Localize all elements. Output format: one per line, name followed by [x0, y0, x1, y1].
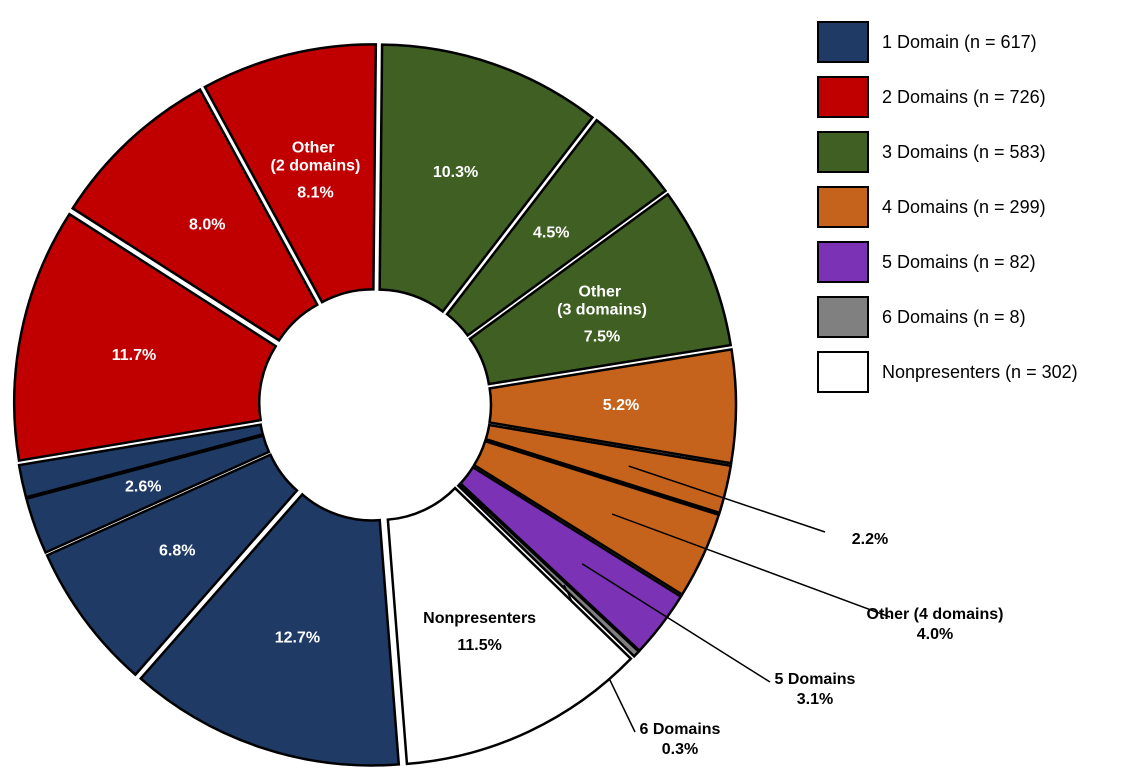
donut-slice: [468, 192, 733, 386]
donut-slice: [45, 453, 299, 677]
slice-value: 3.1%: [797, 691, 833, 708]
donut-slice: [386, 486, 633, 766]
legend-label: 6 Domains (n = 8): [882, 307, 1026, 327]
slice-value: 12.7%: [275, 630, 320, 647]
label-line: Other: [292, 140, 339, 157]
donut-slice: [484, 423, 733, 515]
slice-value: 6.8%: [159, 543, 195, 560]
donut-slice: [17, 423, 265, 499]
legend-swatch: [817, 296, 869, 338]
donut-slice: [203, 43, 378, 304]
donut-slice: [445, 118, 668, 338]
slice-name: 5 Domains: [775, 671, 856, 688]
slice-name: Other (3 domains): [557, 283, 647, 318]
slice-value: 7.5%: [584, 328, 620, 345]
leader-line: [581, 563, 771, 683]
slice-value: 11.5%: [457, 637, 501, 654]
leader-line: [611, 513, 891, 618]
legend-swatch: [817, 131, 869, 173]
slice-value: 4.5%: [533, 225, 569, 242]
slice-value: 2.6%: [125, 479, 161, 496]
slice-name: Nonpresenters: [423, 610, 536, 627]
label-line: (2 domains): [271, 158, 361, 175]
legend-label: 4 Domains (n = 299): [882, 197, 1046, 217]
slice-value: 11.7%: [112, 347, 156, 364]
donut-slice: [378, 43, 595, 314]
legend-label: 1 Domain (n = 617): [882, 32, 1037, 52]
slice-value: 5.2%: [603, 397, 639, 414]
label-line: Other: [578, 283, 625, 300]
slice-value: 4.0%: [917, 626, 953, 643]
donut-slice: [456, 482, 641, 659]
slice-name: 6 Domains: [640, 721, 721, 738]
slice-value: 10.3%: [433, 164, 478, 181]
slice-value: 2.2%: [852, 531, 888, 548]
donut-slice: [138, 492, 401, 767]
legend-swatch: [817, 186, 869, 228]
donut-slice: [12, 212, 278, 463]
donut-slice: [472, 439, 721, 597]
legend-swatch: [817, 21, 869, 63]
slice-name: Other (4 domains): [867, 606, 1004, 623]
legend-swatch: [817, 241, 869, 283]
legend-label: 2 Domains (n = 726): [882, 87, 1046, 107]
label-line: (3 domains): [557, 302, 647, 319]
legend-label: Nonpresenters (n = 302): [882, 362, 1078, 382]
legend-swatch: [817, 351, 869, 393]
slice-value: 0.3%: [662, 741, 698, 758]
donut-slice: [24, 434, 271, 555]
legend-label: 5 Domains (n = 82): [882, 252, 1036, 272]
slice-value: 8.1%: [297, 185, 333, 202]
donut-slice: [488, 347, 738, 465]
legend-label: 3 Domains (n = 583): [882, 142, 1046, 162]
slice-value: 8.0%: [189, 216, 225, 233]
donut-slice: [70, 87, 319, 343]
slice-name: Other (2 domains): [271, 140, 361, 175]
legend-swatch: [817, 76, 869, 118]
leader-line: [628, 465, 826, 533]
